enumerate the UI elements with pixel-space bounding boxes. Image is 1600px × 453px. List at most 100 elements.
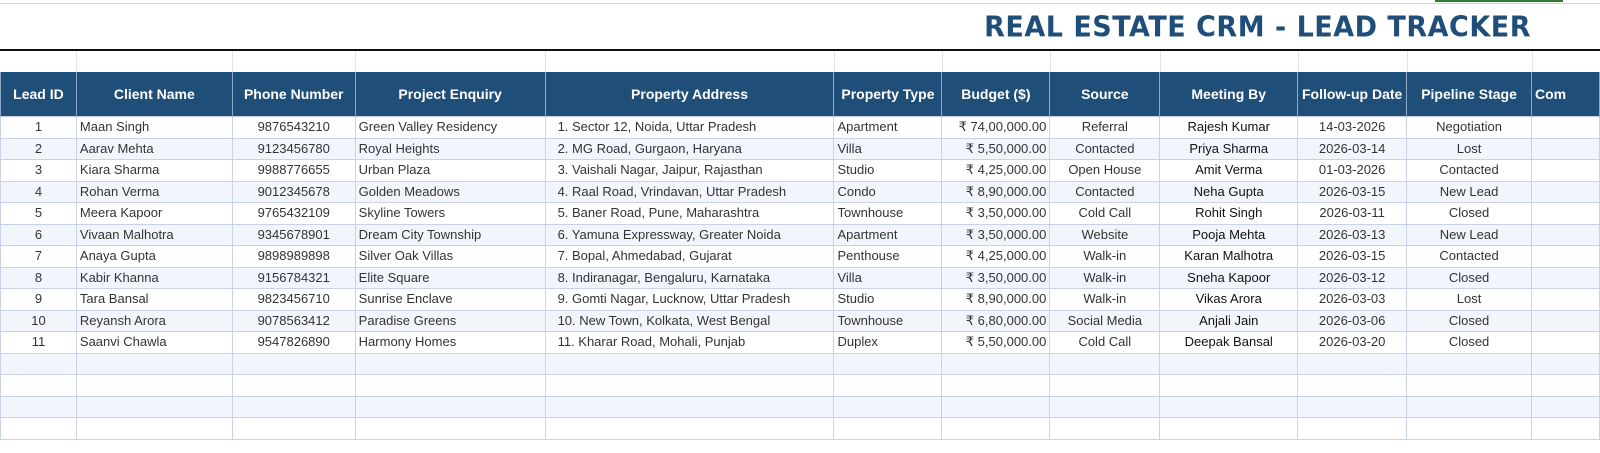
comments-cell[interactable] [1530,309,1600,332]
empty-cell[interactable] [354,352,546,375]
empty-cell[interactable] [1049,374,1161,397]
project-enquiry-cell[interactable]: Royal Heights [354,137,546,160]
property-address-cell[interactable]: 6. Yamuna Expressway, Greater Noida [544,223,835,246]
project-enquiry-cell[interactable]: Elite Square [354,266,546,289]
property-address-cell[interactable]: 1. Sector 12, Noida, Uttar Pradesh [544,116,835,139]
lead-id-cell[interactable]: 9 [0,288,77,311]
lead-id-cell[interactable]: 3 [0,159,77,182]
comments-cell[interactable] [1530,245,1600,268]
project-enquiry-cell[interactable]: Harmony Homes [354,331,546,354]
empty-cell[interactable] [544,374,835,397]
empty-cell[interactable] [354,374,546,397]
client-name-cell[interactable]: Kabir Khanna [75,266,233,289]
empty-cell[interactable] [354,395,546,418]
budget-cell[interactable]: ₹ 4,25,000.00 [941,245,1051,268]
lead-id-cell[interactable]: 6 [0,223,77,246]
pipeline-stage-cell[interactable]: Lost [1406,137,1532,160]
property-address-cell[interactable]: 5. Baner Road, Pune, Maharashtra [544,202,835,225]
budget-cell[interactable]: ₹ 3,50,000.00 [941,202,1051,225]
source-cell[interactable]: Contacted [1049,137,1161,160]
follow-up-date-cell[interactable]: 2026-03-14 [1297,137,1408,160]
empty-cell[interactable] [1159,352,1299,375]
pipeline-stage-cell[interactable]: Closed [1406,309,1532,332]
empty-cell[interactable] [1049,395,1161,418]
meeting-by-cell[interactable]: Vikas Arora [1159,288,1299,311]
empty-cell[interactable] [1406,374,1532,397]
empty-cell[interactable] [833,374,943,397]
follow-up-date-cell[interactable]: 2026-03-15 [1297,180,1408,203]
pipeline-stage-cell[interactable]: Closed [1406,266,1532,289]
project-enquiry-cell[interactable]: Green Valley Residency [354,116,546,139]
phone-number-cell[interactable]: 9156784321 [231,266,356,289]
property-address-cell[interactable]: 9. Gomti Nagar, Lucknow, Uttar Pradesh [544,288,835,311]
empty-cell[interactable] [354,417,546,440]
comments-cell[interactable] [1530,159,1600,182]
empty-cell[interactable] [0,374,77,397]
meeting-by-cell[interactable]: Amit Verma [1159,159,1299,182]
property-address-cell[interactable]: 3. Vaishali Nagar, Jaipur, Rajasthan [544,159,835,182]
comments-cell[interactable] [1530,331,1600,354]
empty-cell[interactable] [833,352,943,375]
budget-cell[interactable]: ₹ 74,00,000.00 [941,116,1051,139]
empty-cell[interactable] [1297,352,1408,375]
pipeline-stage-cell[interactable]: New Lead [1406,180,1532,203]
source-cell[interactable]: Walk-in [1049,288,1161,311]
project-enquiry-cell[interactable]: Golden Meadows [354,180,546,203]
property-address-cell[interactable]: 8. Indiranagar, Bengaluru, Karnataka [544,266,835,289]
source-cell[interactable]: Open House [1049,159,1161,182]
property-type-cell[interactable]: Studio [833,159,943,182]
comments-cell[interactable] [1530,288,1600,311]
empty-cell[interactable] [1530,395,1600,418]
header-property-address[interactable]: Property Address [544,72,835,117]
empty-cell[interactable] [1159,374,1299,397]
empty-cell[interactable] [1297,417,1408,440]
comments-cell[interactable] [1530,266,1600,289]
empty-cell[interactable] [833,417,943,440]
empty-cell[interactable] [941,417,1051,440]
header-lead-id[interactable]: Lead ID [0,72,77,117]
empty-cell[interactable] [544,352,835,375]
property-type-cell[interactable]: Duplex [833,331,943,354]
follow-up-date-cell[interactable]: 2026-03-13 [1297,223,1408,246]
header-source[interactable]: Source [1049,72,1161,117]
meeting-by-cell[interactable]: Rohit Singh [1159,202,1299,225]
empty-cell[interactable] [1049,417,1161,440]
empty-cell[interactable] [231,395,356,418]
client-name-cell[interactable]: Tara Bansal [75,288,233,311]
lead-id-cell[interactable]: 10 [0,309,77,332]
property-type-cell[interactable]: Studio [833,288,943,311]
empty-cell[interactable] [1530,417,1600,440]
property-type-cell[interactable]: Villa [833,266,943,289]
empty-cell[interactable] [1159,395,1299,418]
lead-id-cell[interactable]: 4 [0,180,77,203]
budget-cell[interactable]: ₹ 6,80,000.00 [941,309,1051,332]
empty-cell[interactable] [0,417,77,440]
follow-up-date-cell[interactable]: 2026-03-20 [1297,331,1408,354]
pipeline-stage-cell[interactable]: Closed [1406,331,1532,354]
header-phone-number[interactable]: Phone Number [231,72,356,117]
property-type-cell[interactable]: Penthouse [833,245,943,268]
phone-number-cell[interactable]: 9988776655 [231,159,356,182]
lead-id-cell[interactable]: 2 [0,137,77,160]
phone-number-cell[interactable]: 9547826890 [231,331,356,354]
empty-cell[interactable] [75,352,233,375]
client-name-cell[interactable]: Aarav Mehta [75,137,233,160]
client-name-cell[interactable]: Reyansh Arora [75,309,233,332]
empty-cell[interactable] [1297,395,1408,418]
project-enquiry-cell[interactable]: Sunrise Enclave [354,288,546,311]
comments-cell[interactable] [1530,116,1600,139]
source-cell[interactable]: Contacted [1049,180,1161,203]
client-name-cell[interactable]: Saanvi Chawla [75,331,233,354]
meeting-by-cell[interactable]: Deepak Bansal [1159,331,1299,354]
header-pipeline-stage[interactable]: Pipeline Stage [1406,72,1532,117]
client-name-cell[interactable]: Meera Kapoor [75,202,233,225]
budget-cell[interactable]: ₹ 5,50,000.00 [941,137,1051,160]
phone-number-cell[interactable]: 9823456710 [231,288,356,311]
project-enquiry-cell[interactable]: Silver Oak Villas [354,245,546,268]
header-client-name[interactable]: Client Name [75,72,233,117]
client-name-cell[interactable]: Rohan Verma [75,180,233,203]
property-address-cell[interactable]: 10. New Town, Kolkata, West Bengal [544,309,835,332]
lead-id-cell[interactable]: 11 [0,331,77,354]
lead-id-cell[interactable]: 7 [0,245,77,268]
comments-cell[interactable] [1530,223,1600,246]
